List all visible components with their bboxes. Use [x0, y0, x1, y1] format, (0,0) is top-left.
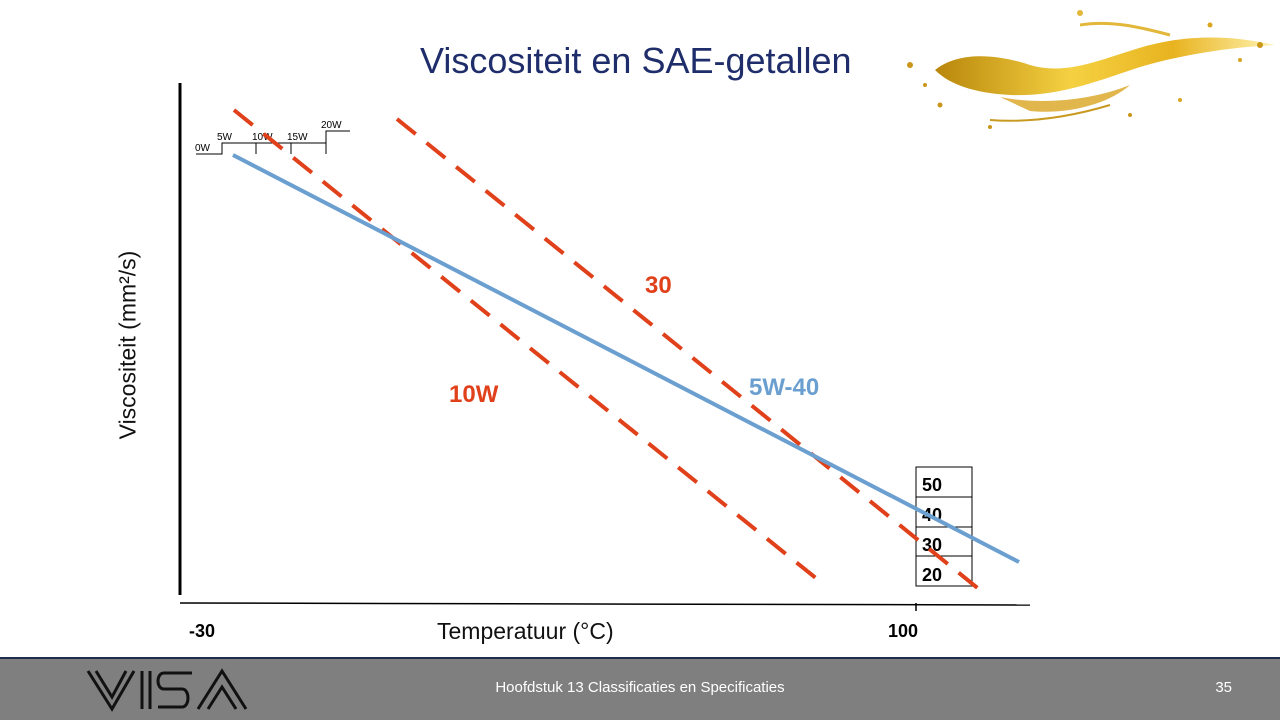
footer-chapter-text: Hoofdstuk 13 Classificaties en Specifica… [495, 679, 785, 696]
slide-title: Viscositeit en SAE-getallen [420, 40, 852, 81]
viscosity-diagram: 0W 5W 10W 15W 20W 50 40 30 20 [178, 83, 1031, 611]
footer-bar: Hoofdstuk 13 Classificaties en Specifica… [0, 657, 1280, 720]
line-10w [232, 108, 824, 585]
summer-grade-20: 20 [922, 565, 942, 585]
label-5w-40: 5W-40 [749, 374, 820, 401]
grade-label-10w: 10W [252, 132, 273, 143]
summer-grade-30: 30 [922, 535, 942, 555]
summer-grade-50: 50 [922, 475, 942, 495]
line-5w-40 [232, 153, 1020, 564]
grade-label-15w: 15W [287, 132, 308, 143]
grade-label-5w: 5W [217, 132, 233, 143]
x-axis-label: Temperatuur (°C) [437, 618, 614, 644]
visa-logo [86, 668, 248, 712]
label-10w: 10W [449, 381, 499, 408]
line-30 [395, 117, 987, 596]
x-tick-min: -30 [189, 621, 216, 641]
grade-label-0w: 0W [195, 143, 211, 154]
oil-splash-image [907, 10, 1275, 129]
grade-label-20w: 20W [321, 120, 342, 131]
x-axis [179, 602, 1031, 606]
label-30: 30 [645, 272, 672, 299]
winter-grade-scale: 0W 5W 10W 15W 20W [195, 120, 350, 155]
x-tick-max: 100 [888, 621, 919, 641]
page-number: 35 [1215, 679, 1232, 696]
summer-grade-box: 50 40 30 20 [915, 466, 973, 587]
